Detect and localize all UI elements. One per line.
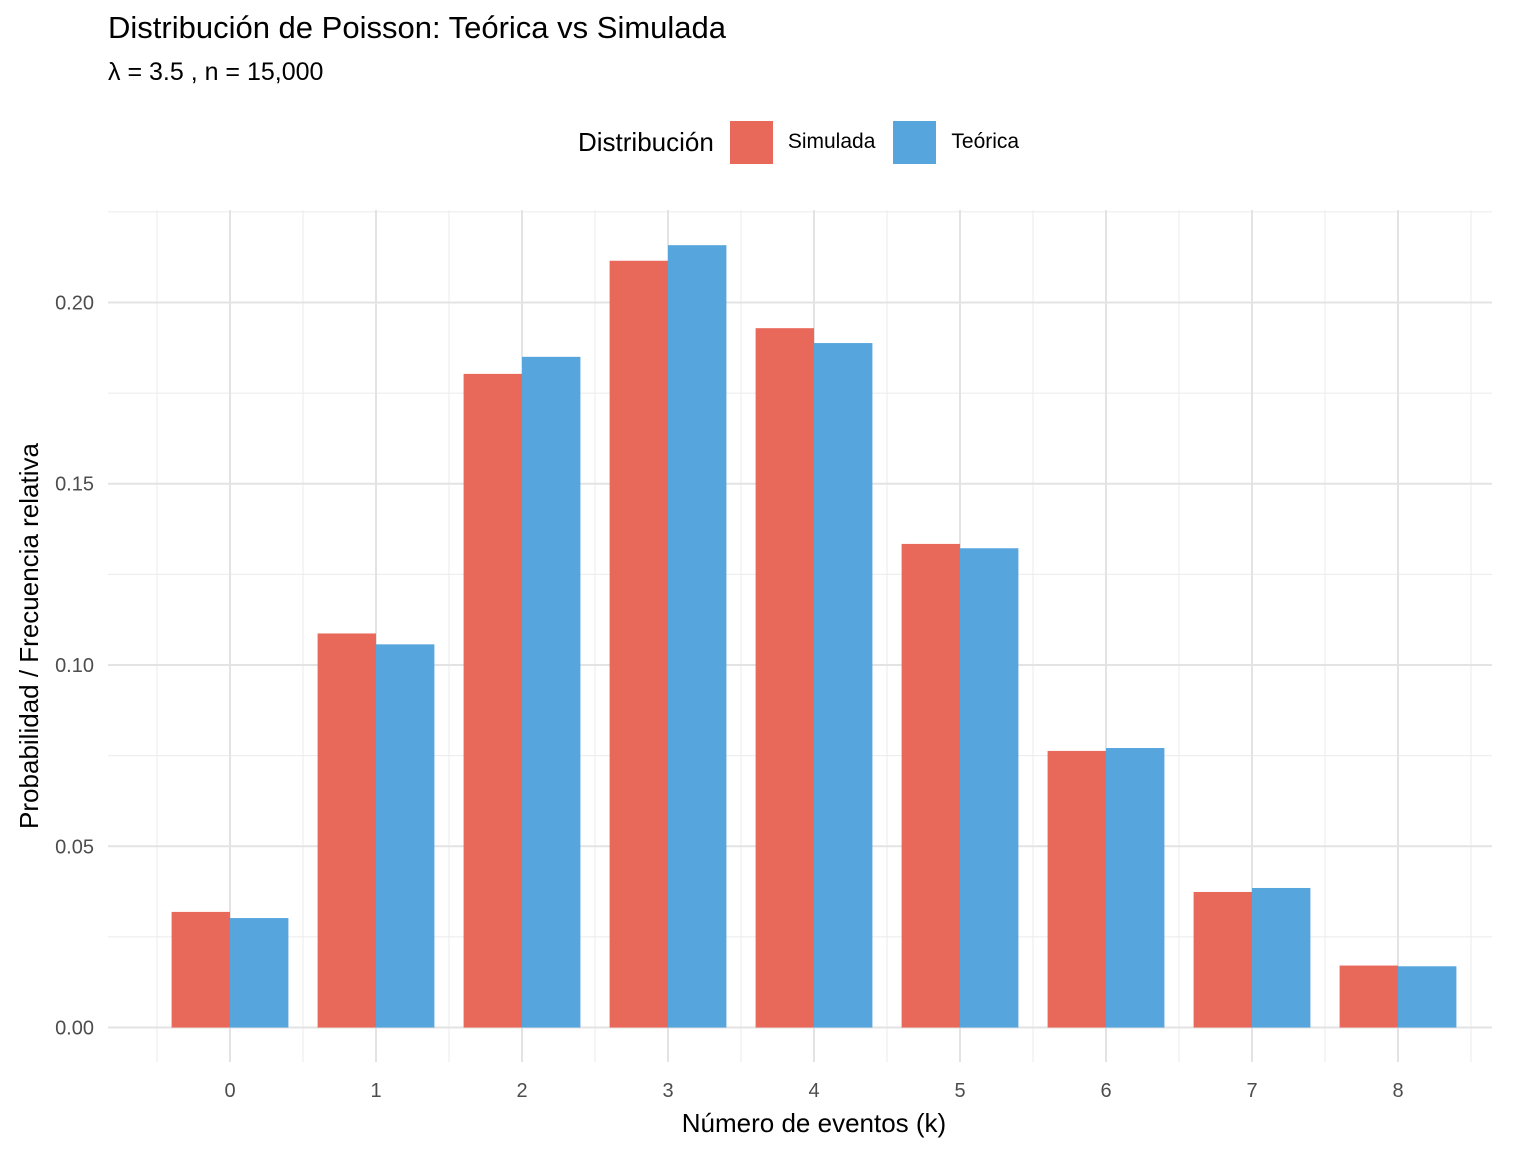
x-tick-label: 4 (808, 1080, 819, 1102)
bar-simulada-k0 (171, 911, 230, 1028)
bar-simulada-k3 (609, 260, 668, 1028)
x-axis-title: Número de eventos (k) (682, 1108, 946, 1138)
y-tick-label: 0.20 (55, 292, 94, 314)
y-tick-label: 0.05 (55, 836, 94, 858)
y-tick-label: 0.10 (55, 655, 94, 677)
x-tick-label: 6 (1100, 1080, 1111, 1102)
x-tick-label: 2 (516, 1080, 527, 1102)
x-tick-label: 3 (662, 1080, 673, 1102)
y-tick-label: 0.15 (55, 474, 94, 496)
legend-item-teorica: Teórica (893, 120, 1020, 164)
bar-simulada-k1 (317, 633, 376, 1028)
legend-swatch-teorica (893, 120, 937, 164)
bar-simulada-k2 (463, 373, 522, 1028)
y-axis-title: Probabilidad / Frecuencia relativa (14, 443, 44, 829)
x-tick-label: 8 (1392, 1080, 1403, 1102)
bar-simulada-k8 (1339, 965, 1398, 1028)
x-tick-labels: 0 1 2 3 4 5 6 7 8 (224, 1080, 1403, 1102)
bar-teorica-k5 (960, 548, 1019, 1028)
bar-teorica-k7 (1252, 887, 1311, 1028)
y-tick-labels: 0.00 0.05 0.10 0.15 0.20 (55, 292, 94, 1039)
legend-label-teorica: Teórica (951, 130, 1020, 153)
bar-simulada-k4 (755, 328, 814, 1028)
x-tick-label: 7 (1246, 1080, 1257, 1102)
bar-simulada-k5 (901, 543, 960, 1028)
bars (171, 245, 1457, 1028)
bar-simulada-k7 (1193, 891, 1252, 1028)
bar-simulada-k6 (1047, 750, 1106, 1028)
legend-item-simulada: Simulada (729, 120, 876, 164)
bar-teorica-k3 (668, 245, 727, 1028)
bar-teorica-k0 (230, 918, 289, 1028)
legend: Distribución Simulada Teórica (578, 120, 1037, 164)
bar-teorica-k6 (1106, 748, 1165, 1028)
chart-title: Distribución de Poisson: Teórica vs Simu… (108, 10, 727, 45)
x-tick-label: 1 (370, 1080, 381, 1102)
x-tick-label: 5 (954, 1080, 965, 1102)
bar-teorica-k4 (814, 343, 873, 1028)
legend-swatch-simulada (729, 120, 773, 164)
legend-label-simulada: Simulada (787, 130, 876, 153)
x-tick-label: 0 (224, 1080, 235, 1102)
bar-teorica-k2 (522, 356, 581, 1028)
chart-subtitle: λ = 3.5 , n = 15,000 (108, 58, 324, 86)
bar-teorica-k8 (1398, 966, 1457, 1028)
bar-teorica-k1 (376, 644, 435, 1028)
legend-title: Distribución (578, 126, 714, 157)
y-tick-label: 0.00 (55, 1018, 94, 1040)
